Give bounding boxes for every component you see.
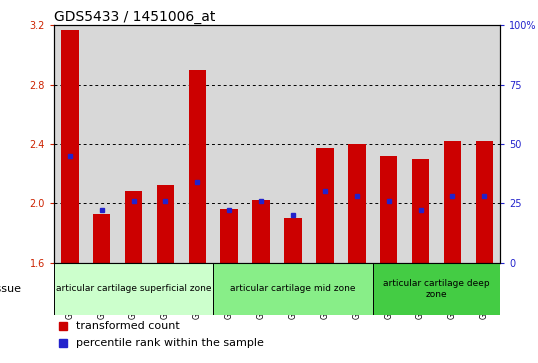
Bar: [221, 209, 238, 262]
Bar: [54, 262, 213, 315]
Bar: [436, 25, 469, 262]
Text: GDS5433 / 1451006_at: GDS5433 / 1451006_at: [54, 11, 215, 24]
Bar: [405, 25, 436, 262]
Text: articular cartilage superficial zone: articular cartilage superficial zone: [56, 284, 211, 293]
Bar: [309, 25, 341, 262]
Bar: [150, 25, 181, 262]
Bar: [188, 70, 206, 262]
Bar: [213, 25, 245, 262]
Bar: [118, 25, 150, 262]
Bar: [476, 141, 493, 262]
Bar: [125, 191, 143, 262]
Bar: [284, 218, 302, 262]
Bar: [469, 25, 500, 262]
Text: transformed count: transformed count: [76, 321, 180, 331]
Bar: [341, 25, 373, 262]
Bar: [348, 144, 366, 262]
Text: tissue: tissue: [0, 284, 22, 294]
Bar: [245, 25, 277, 262]
Text: percentile rank within the sample: percentile rank within the sample: [76, 338, 264, 348]
Bar: [86, 25, 118, 262]
Bar: [61, 30, 79, 262]
Bar: [157, 185, 174, 262]
Bar: [252, 200, 270, 262]
Bar: [380, 156, 398, 262]
Bar: [54, 25, 86, 262]
Bar: [373, 25, 405, 262]
Bar: [181, 25, 213, 262]
Bar: [277, 25, 309, 262]
Text: articular cartilage deep
zone: articular cartilage deep zone: [383, 279, 490, 299]
Bar: [412, 159, 429, 262]
Bar: [444, 141, 461, 262]
Bar: [316, 148, 334, 262]
Bar: [373, 262, 500, 315]
Bar: [93, 213, 110, 262]
Bar: [213, 262, 373, 315]
Text: articular cartilage mid zone: articular cartilage mid zone: [230, 284, 356, 293]
